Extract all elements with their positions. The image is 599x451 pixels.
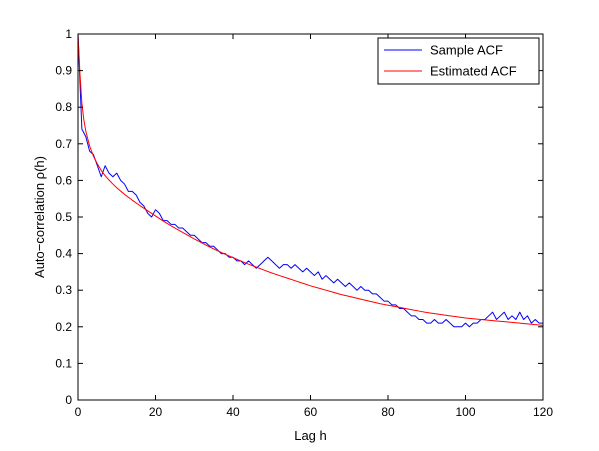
series-line-sample-acf [77, 33, 543, 328]
x-tick-label: 40 [226, 405, 240, 419]
x-axis-label: Lag h [294, 428, 327, 443]
legend-label-sample-acf: Sample ACF [430, 43, 503, 58]
x-tick-label: 60 [304, 405, 318, 419]
y-tick-label: 0.5 [55, 210, 72, 224]
y-tick-label: 0.2 [55, 320, 72, 334]
x-tick-label: 20 [149, 405, 163, 419]
legend: Sample ACF Estimated ACF [377, 37, 540, 85]
y-tick-label: 0.6 [55, 173, 72, 187]
y-tick-label: 0.4 [55, 247, 72, 261]
y-tick-label: 0 [65, 393, 72, 407]
y-tick-label: 0.8 [55, 100, 72, 114]
y-tick-label: 0.1 [55, 356, 72, 370]
y-tick-label: 0.7 [55, 137, 72, 151]
series-layer [77, 33, 544, 328]
y-tick-label: 0.9 [55, 64, 72, 78]
y-tick-label: 0.3 [55, 283, 72, 297]
y-axis-label: Auto−correlation ρ(h) [32, 156, 47, 278]
x-tick-label: 80 [381, 405, 395, 419]
x-tick-label: 120 [533, 405, 553, 419]
series-line-estimated-acf [77, 33, 544, 326]
legend-label-estimated-acf: Estimated ACF [430, 64, 517, 79]
tick-layer: 0 20 40 60 80 100 120 0 0.1 0.2 0.3 0.4 0.5 0.6 0.7 0.8… [55, 27, 553, 419]
x-tick-label: 100 [455, 405, 475, 419]
x-tick-label: 0 [75, 405, 82, 419]
plot-area [78, 34, 543, 400]
legend-box [377, 37, 540, 85]
y-tick-label: 1 [65, 27, 72, 41]
